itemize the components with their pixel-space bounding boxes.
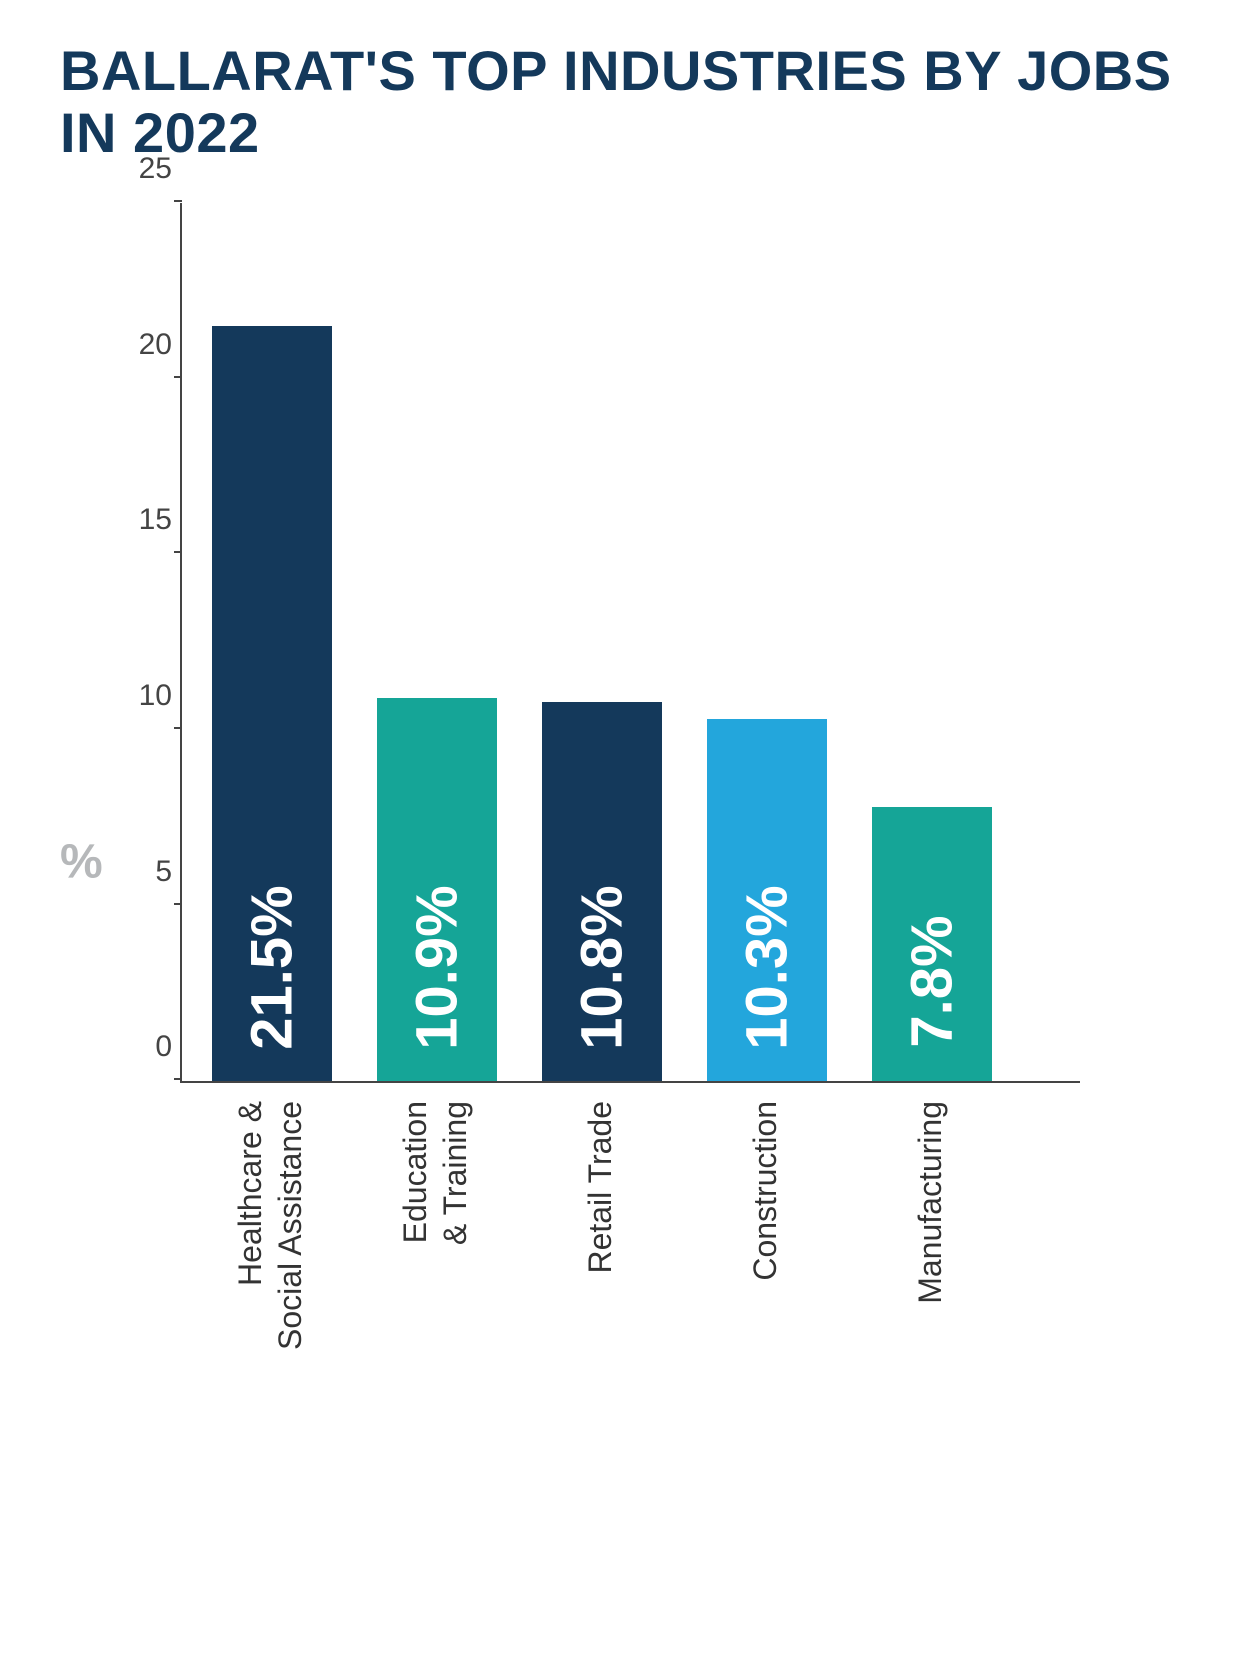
y-tick-label: 10 <box>112 679 172 713</box>
x-labels-group: Healthcare & Social Assistance Education … <box>180 1101 1080 1521</box>
bar: 10.3% <box>707 719 827 1081</box>
y-axis-title: % <box>60 835 103 890</box>
bar-value-label: 21.5% <box>239 885 306 1049</box>
y-tick-mark <box>174 551 182 553</box>
bar: 10.8% <box>542 702 662 1081</box>
bar: 21.5% <box>212 326 332 1081</box>
chart-container: % 21.5%10.9%10.8%10.3%7.8% 0510152025 He… <box>180 203 1080 1521</box>
x-axis-label-text: Healthcare & Social Assistance <box>230 1101 310 1350</box>
x-axis-label-text: Construction <box>745 1101 785 1281</box>
x-axis-label: Education & Training <box>375 1101 495 1521</box>
y-tick-label: 20 <box>112 328 172 362</box>
x-axis-label: Healthcare & Social Assistance <box>210 1101 330 1521</box>
chart-page: BALLARAT'S TOP INDUSTRIES BY JOBS IN 202… <box>0 0 1242 1654</box>
bar-value-label: 10.9% <box>404 885 471 1049</box>
x-axis-label: Retail Trade <box>540 1101 660 1521</box>
bar-value-label: 7.8% <box>899 916 966 1048</box>
chart-title: BALLARAT'S TOP INDUSTRIES BY JOBS IN 202… <box>60 40 1182 163</box>
bar-value-label: 10.3% <box>734 885 801 1049</box>
y-tick-mark <box>174 727 182 729</box>
bars-group: 21.5% 10.9% 10.8% 10.3% 7.8% <box>182 203 1080 1081</box>
x-axis-label: Manufacturing <box>870 1101 990 1521</box>
y-tick-label: 15 <box>112 503 172 537</box>
x-axis-label-text: Retail Trade <box>580 1101 620 1274</box>
y-tick-mark <box>174 903 182 905</box>
y-tick-label: 5 <box>112 855 172 889</box>
bar-value-label: 10.8% <box>569 885 636 1049</box>
y-tick-label: 0 <box>112 1030 172 1064</box>
x-axis-label-text: Education & Training <box>395 1101 475 1245</box>
bar: 7.8% <box>872 807 992 1081</box>
y-tick-label: 25 <box>112 152 172 186</box>
x-axis-label: Construction <box>705 1101 825 1521</box>
y-tick-mark <box>174 376 182 378</box>
bar: 10.9% <box>377 698 497 1081</box>
x-axis-label-text: Manufacturing <box>910 1101 950 1304</box>
y-tick-mark <box>174 200 182 202</box>
plot-area: 21.5%10.9%10.8%10.3%7.8% 0510152025 <box>180 203 1080 1083</box>
y-tick-mark <box>174 1078 182 1080</box>
